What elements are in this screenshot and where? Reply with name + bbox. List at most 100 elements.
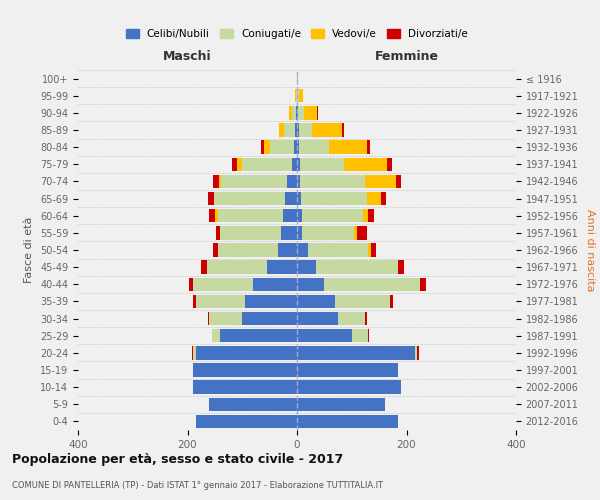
Bar [297,346,415,360]
Bar [292,106,296,120]
Bar [335,294,390,308]
Bar [220,226,281,239]
Bar [325,278,420,291]
Bar [237,158,242,171]
Bar [418,346,419,360]
Bar [284,124,295,136]
Bar [212,329,220,342]
Bar [201,260,206,274]
Bar [287,174,297,188]
Bar [208,312,209,326]
Bar [297,72,298,86]
Bar [297,158,300,171]
Bar [299,124,313,136]
Bar [302,209,363,222]
Bar [264,140,269,154]
Bar [215,209,218,222]
Bar [295,89,296,102]
Text: Maschi: Maschi [163,50,212,63]
Bar [296,89,297,102]
Bar [357,226,367,239]
Bar [208,192,214,205]
Bar [297,312,338,326]
Bar [209,398,297,411]
Bar [193,364,297,376]
Bar [362,209,368,222]
Bar [196,414,297,428]
Bar [232,158,237,171]
Bar [213,244,218,256]
Bar [283,209,297,222]
Bar [368,209,374,222]
Bar [368,329,369,342]
Bar [329,140,367,154]
Bar [297,89,299,102]
Bar [343,124,344,136]
Bar [193,294,196,308]
Bar [304,106,317,120]
Bar [297,140,299,154]
Y-axis label: Anni di nascita: Anni di nascita [585,209,595,291]
Legend: Celibi/Nubili, Coniugati/e, Vedovi/e, Divorziati/e: Celibi/Nubili, Coniugati/e, Vedovi/e, Di… [122,25,472,44]
Bar [308,244,368,256]
Bar [206,260,267,274]
Bar [278,244,297,256]
Bar [371,244,376,256]
Bar [398,260,404,274]
Bar [193,380,297,394]
Bar [219,174,221,188]
Bar [295,124,297,136]
Bar [297,414,398,428]
Bar [296,106,297,120]
Bar [253,278,297,291]
Bar [192,346,193,360]
Bar [193,278,253,291]
Bar [313,124,343,136]
Bar [344,158,388,171]
Bar [292,158,297,171]
Bar [196,294,245,308]
Bar [388,158,392,171]
Bar [297,278,325,291]
Bar [415,346,418,360]
Bar [367,140,370,154]
Text: COMUNE DI PANTELLERIA (TP) - Dati ISTAT 1° gennaio 2017 - Elaborazione TUTTITALI: COMUNE DI PANTELLERIA (TP) - Dati ISTAT … [12,481,383,490]
Bar [299,89,303,102]
Bar [297,329,352,342]
Bar [297,364,398,376]
Bar [302,226,355,239]
Y-axis label: Fasce di età: Fasce di età [25,217,34,283]
Bar [300,174,365,188]
Bar [297,260,316,274]
Bar [214,192,285,205]
Bar [267,260,297,274]
Bar [297,209,302,222]
Bar [221,174,287,188]
Bar [368,244,371,256]
Bar [297,294,335,308]
Bar [297,106,298,120]
Bar [209,209,215,222]
Text: Femmine: Femmine [374,50,439,63]
Bar [220,329,297,342]
Text: Popolazione per età, sesso e stato civile - 2017: Popolazione per età, sesso e stato civil… [12,452,343,466]
Bar [367,192,381,205]
Bar [390,294,393,308]
Bar [213,174,219,188]
Bar [297,398,385,411]
Bar [218,209,283,222]
Bar [297,244,308,256]
Bar [355,226,357,239]
Bar [209,312,242,326]
Bar [297,124,299,136]
Bar [365,174,395,188]
Bar [381,192,386,205]
Bar [196,346,297,360]
Bar [301,192,367,205]
Bar [298,106,304,120]
Bar [281,226,297,239]
Bar [338,312,365,326]
Bar [352,329,368,342]
Bar [216,226,220,239]
Bar [420,278,425,291]
